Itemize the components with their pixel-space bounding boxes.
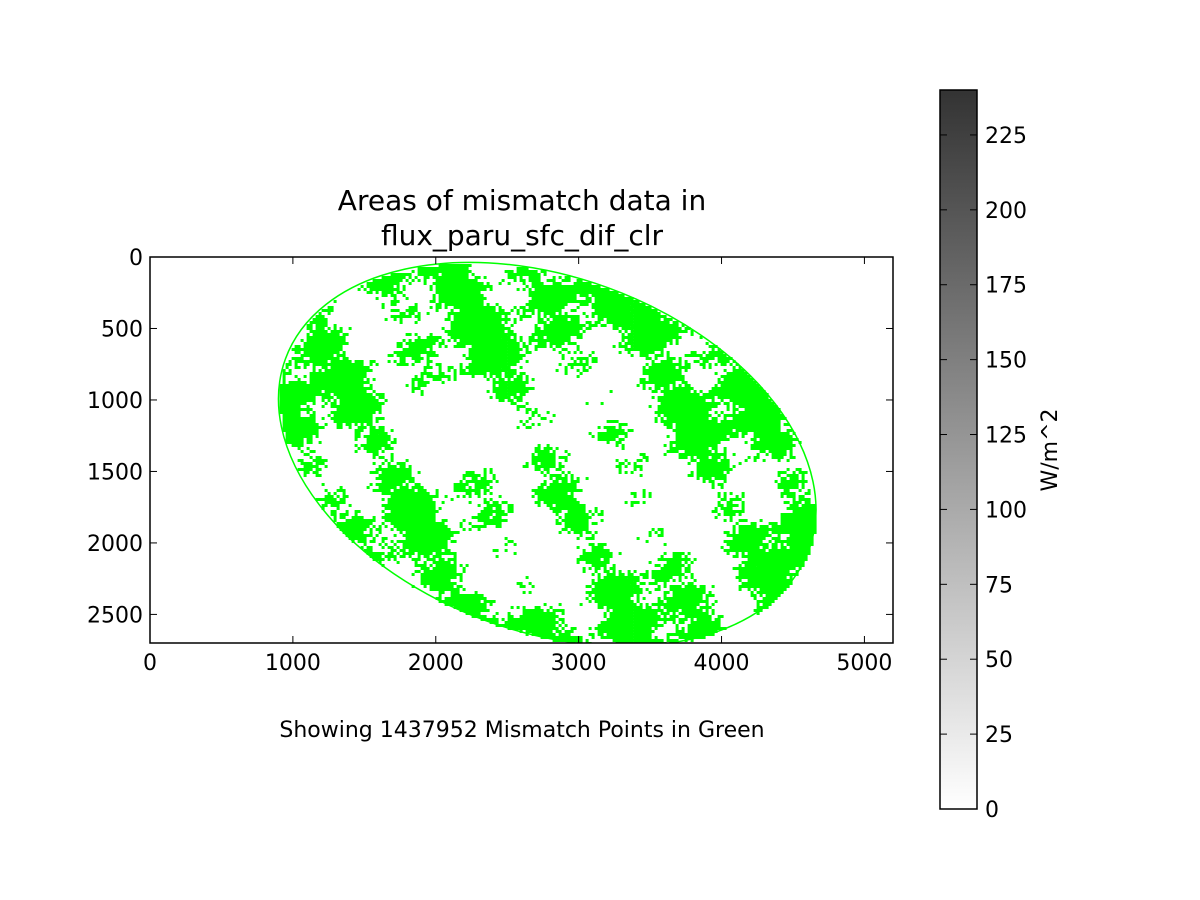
- colorbar-ticks: 0 25 50 75 100 125 150 175 200 225: [940, 124, 1027, 823]
- mismatch-points: [279, 264, 817, 643]
- y-axis-ticks: 0 500 1000 1500 2000 2500: [87, 246, 893, 628]
- y-tick-label: 500: [101, 317, 143, 342]
- x-tick-label: 1000: [265, 651, 321, 676]
- x-tick-label: 5000: [836, 651, 892, 676]
- colorbar-tick-label: 175: [985, 274, 1027, 299]
- x-tick-label: 3000: [551, 651, 607, 676]
- chart-title-line2: flux_paru_sfc_dif_clr: [381, 219, 664, 252]
- y-tick-label: 1500: [87, 460, 143, 485]
- colorbar-tick-label: 0: [985, 798, 999, 823]
- plot-frame: [149, 256, 894, 644]
- colorbar-gradient: [939, 89, 978, 810]
- colorbar-tick-label: 125: [985, 424, 1027, 449]
- colorbar-tick-label: 100: [985, 498, 1027, 523]
- y-tick-label: 2000: [87, 532, 143, 557]
- chart-title-line1: Areas of mismatch data in: [338, 184, 706, 217]
- x-tick-label: 4000: [694, 651, 750, 676]
- colorbar-tick-label: 150: [985, 349, 1027, 374]
- colorbar-tick-label: 50: [985, 648, 1013, 673]
- mismatch-caption: Showing 1437952 Mismatch Points in Green: [279, 718, 764, 743]
- x-axis-ticks: 0 1000 2000 3000 4000 5000: [143, 257, 892, 676]
- x-tick-label: 0: [143, 651, 157, 676]
- x-tick-label: 2000: [408, 651, 464, 676]
- colorbar-tick-label: 75: [985, 573, 1013, 598]
- colorbar-tick-label: 25: [985, 723, 1013, 748]
- colorbar-tick-label: 200: [985, 199, 1027, 224]
- colorbar-label: W/m^2: [1038, 408, 1063, 491]
- mismatch-disk: [277, 261, 817, 643]
- y-tick-label: 0: [129, 246, 143, 271]
- plot-area: 0 1000 2000 3000 4000 5000 0 500 1000 1500 2000 25…: [87, 246, 894, 676]
- y-tick-label: 2500: [87, 603, 143, 628]
- colorbar: 0 25 50 75 100 125 150 175 200 225 W/m^2: [939, 89, 1063, 823]
- y-tick-label: 1000: [87, 389, 143, 414]
- colorbar-tick-label: 225: [985, 124, 1027, 149]
